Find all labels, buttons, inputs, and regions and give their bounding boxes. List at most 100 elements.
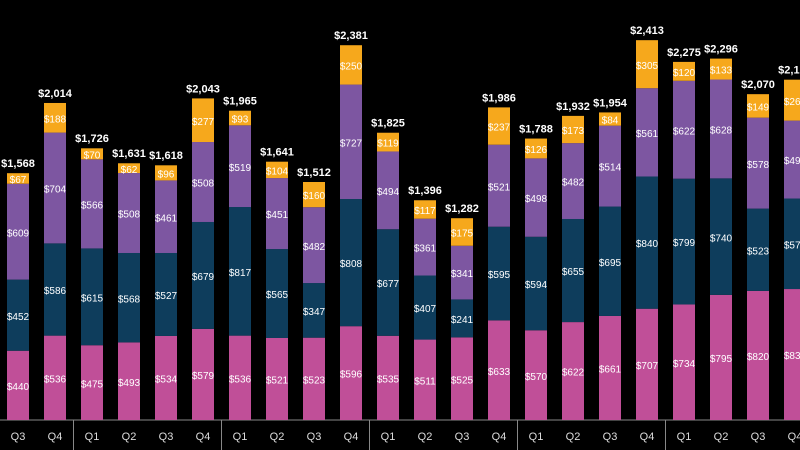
- bar-segment: [229, 335, 251, 420]
- segment-label: $277: [192, 117, 215, 128]
- bar-segment: [155, 252, 177, 336]
- bar-segment: [451, 245, 473, 300]
- segment-label: $586: [44, 286, 67, 297]
- segment-label: $820: [747, 352, 770, 363]
- segment-label: $534: [155, 375, 178, 386]
- total-label: $1,618: [149, 150, 183, 162]
- segment-label: $117: [414, 206, 436, 217]
- bar-segment: [44, 132, 66, 244]
- segment-label: $633: [488, 367, 511, 378]
- segment-label: $407: [414, 304, 437, 315]
- bar-segment: [562, 322, 584, 420]
- segment-label: $704: [44, 185, 67, 196]
- segment-label: $628: [710, 126, 733, 137]
- bar-segment: [118, 252, 140, 343]
- bar-segment: [266, 249, 288, 338]
- segment-label: $133: [710, 66, 733, 77]
- bar-segment: [710, 79, 732, 179]
- bar-segment: [266, 178, 288, 250]
- total-label: $2,381: [334, 30, 368, 42]
- total-label: $1,726: [75, 133, 109, 145]
- segment-label: $679: [192, 272, 215, 283]
- bar-segment: [636, 176, 658, 309]
- bar-segment: [636, 308, 658, 420]
- x-tick-label: Q4: [196, 431, 211, 443]
- bar-segment: [747, 208, 769, 291]
- bar-segment: [414, 275, 436, 340]
- segment-label: $260: [784, 97, 800, 108]
- bar-segment: [710, 178, 732, 295]
- segment-label: $535: [377, 375, 400, 386]
- x-tick-label: Q4: [788, 431, 800, 443]
- segment-label: $514: [599, 163, 622, 174]
- segment-label: $525: [451, 375, 474, 386]
- bar-segment: [192, 142, 214, 222]
- bar-segment: [599, 206, 621, 316]
- bar-segment: [488, 226, 510, 321]
- total-label: $1,512: [297, 167, 331, 179]
- bar-segment: [7, 183, 29, 280]
- bar-segment: [451, 218, 473, 246]
- segment-label: $96: [158, 170, 175, 181]
- x-tick-label: Q2: [122, 431, 137, 443]
- segment-label: $250: [340, 62, 363, 73]
- bar-segment: [192, 98, 214, 143]
- segment-label: $609: [7, 228, 30, 239]
- x-tick-label: Q1: [529, 431, 544, 443]
- segment-label: $677: [377, 279, 400, 290]
- segment-label: $561: [636, 129, 659, 140]
- bar-segment: [81, 345, 103, 420]
- segment-label: $452: [7, 312, 30, 323]
- x-tick-label: Q3: [751, 431, 766, 443]
- segment-label: $493: [118, 378, 141, 389]
- total-label: $2,162: [778, 65, 800, 77]
- x-tick-label: Q2: [418, 431, 433, 443]
- bar-segment: [673, 304, 695, 420]
- total-label: $2,275: [667, 47, 701, 59]
- bar-segment: [266, 161, 288, 179]
- bar-segment: [710, 294, 732, 420]
- x-tick-label: Q4: [492, 431, 507, 443]
- bar-segment: [81, 148, 103, 160]
- segment-label: $655: [562, 267, 585, 278]
- segment-label: $361: [414, 244, 437, 255]
- bar-segment: [784, 289, 800, 420]
- total-label: $1,631: [112, 148, 146, 160]
- segment-label: $67: [10, 175, 27, 186]
- segment-label: $595: [488, 270, 511, 281]
- bar-segment: [7, 279, 29, 351]
- total-label: $2,413: [630, 25, 664, 37]
- total-label: $1,954: [593, 97, 628, 109]
- segment-label: $695: [599, 258, 622, 269]
- segment-label: $341: [451, 269, 474, 280]
- bar-segment: [747, 94, 769, 118]
- bar-segment: [7, 173, 29, 184]
- bar-segment: [525, 158, 547, 237]
- total-label: $1,965: [223, 96, 257, 108]
- bar-segment: [599, 125, 621, 207]
- bar-segment: [266, 337, 288, 420]
- bar-segment: [525, 236, 547, 331]
- bar-segment: [525, 330, 547, 420]
- segment-label: $440: [7, 382, 30, 393]
- segment-label: $817: [229, 268, 252, 279]
- total-label: $1,396: [408, 185, 442, 197]
- segment-label: $188: [44, 114, 67, 125]
- bar-segment: [747, 290, 769, 420]
- total-label: $2,014: [38, 88, 73, 100]
- bar-segment: [784, 120, 800, 199]
- bar-segment: [192, 328, 214, 420]
- total-label: $1,932: [556, 101, 590, 113]
- total-label: $1,641: [260, 147, 294, 159]
- segment-label: $832: [784, 351, 800, 362]
- segment-label: $84: [602, 116, 619, 127]
- x-tick-label: Q2: [270, 431, 285, 443]
- segment-label: $615: [81, 293, 104, 304]
- bar-segment: [377, 132, 399, 152]
- segment-label: $498: [525, 194, 548, 205]
- total-label: $1,825: [371, 118, 405, 130]
- segment-label: $120: [673, 68, 696, 79]
- x-tick-label: Q3: [603, 431, 618, 443]
- segment-label: $740: [710, 233, 733, 244]
- bar-segment: [488, 320, 510, 420]
